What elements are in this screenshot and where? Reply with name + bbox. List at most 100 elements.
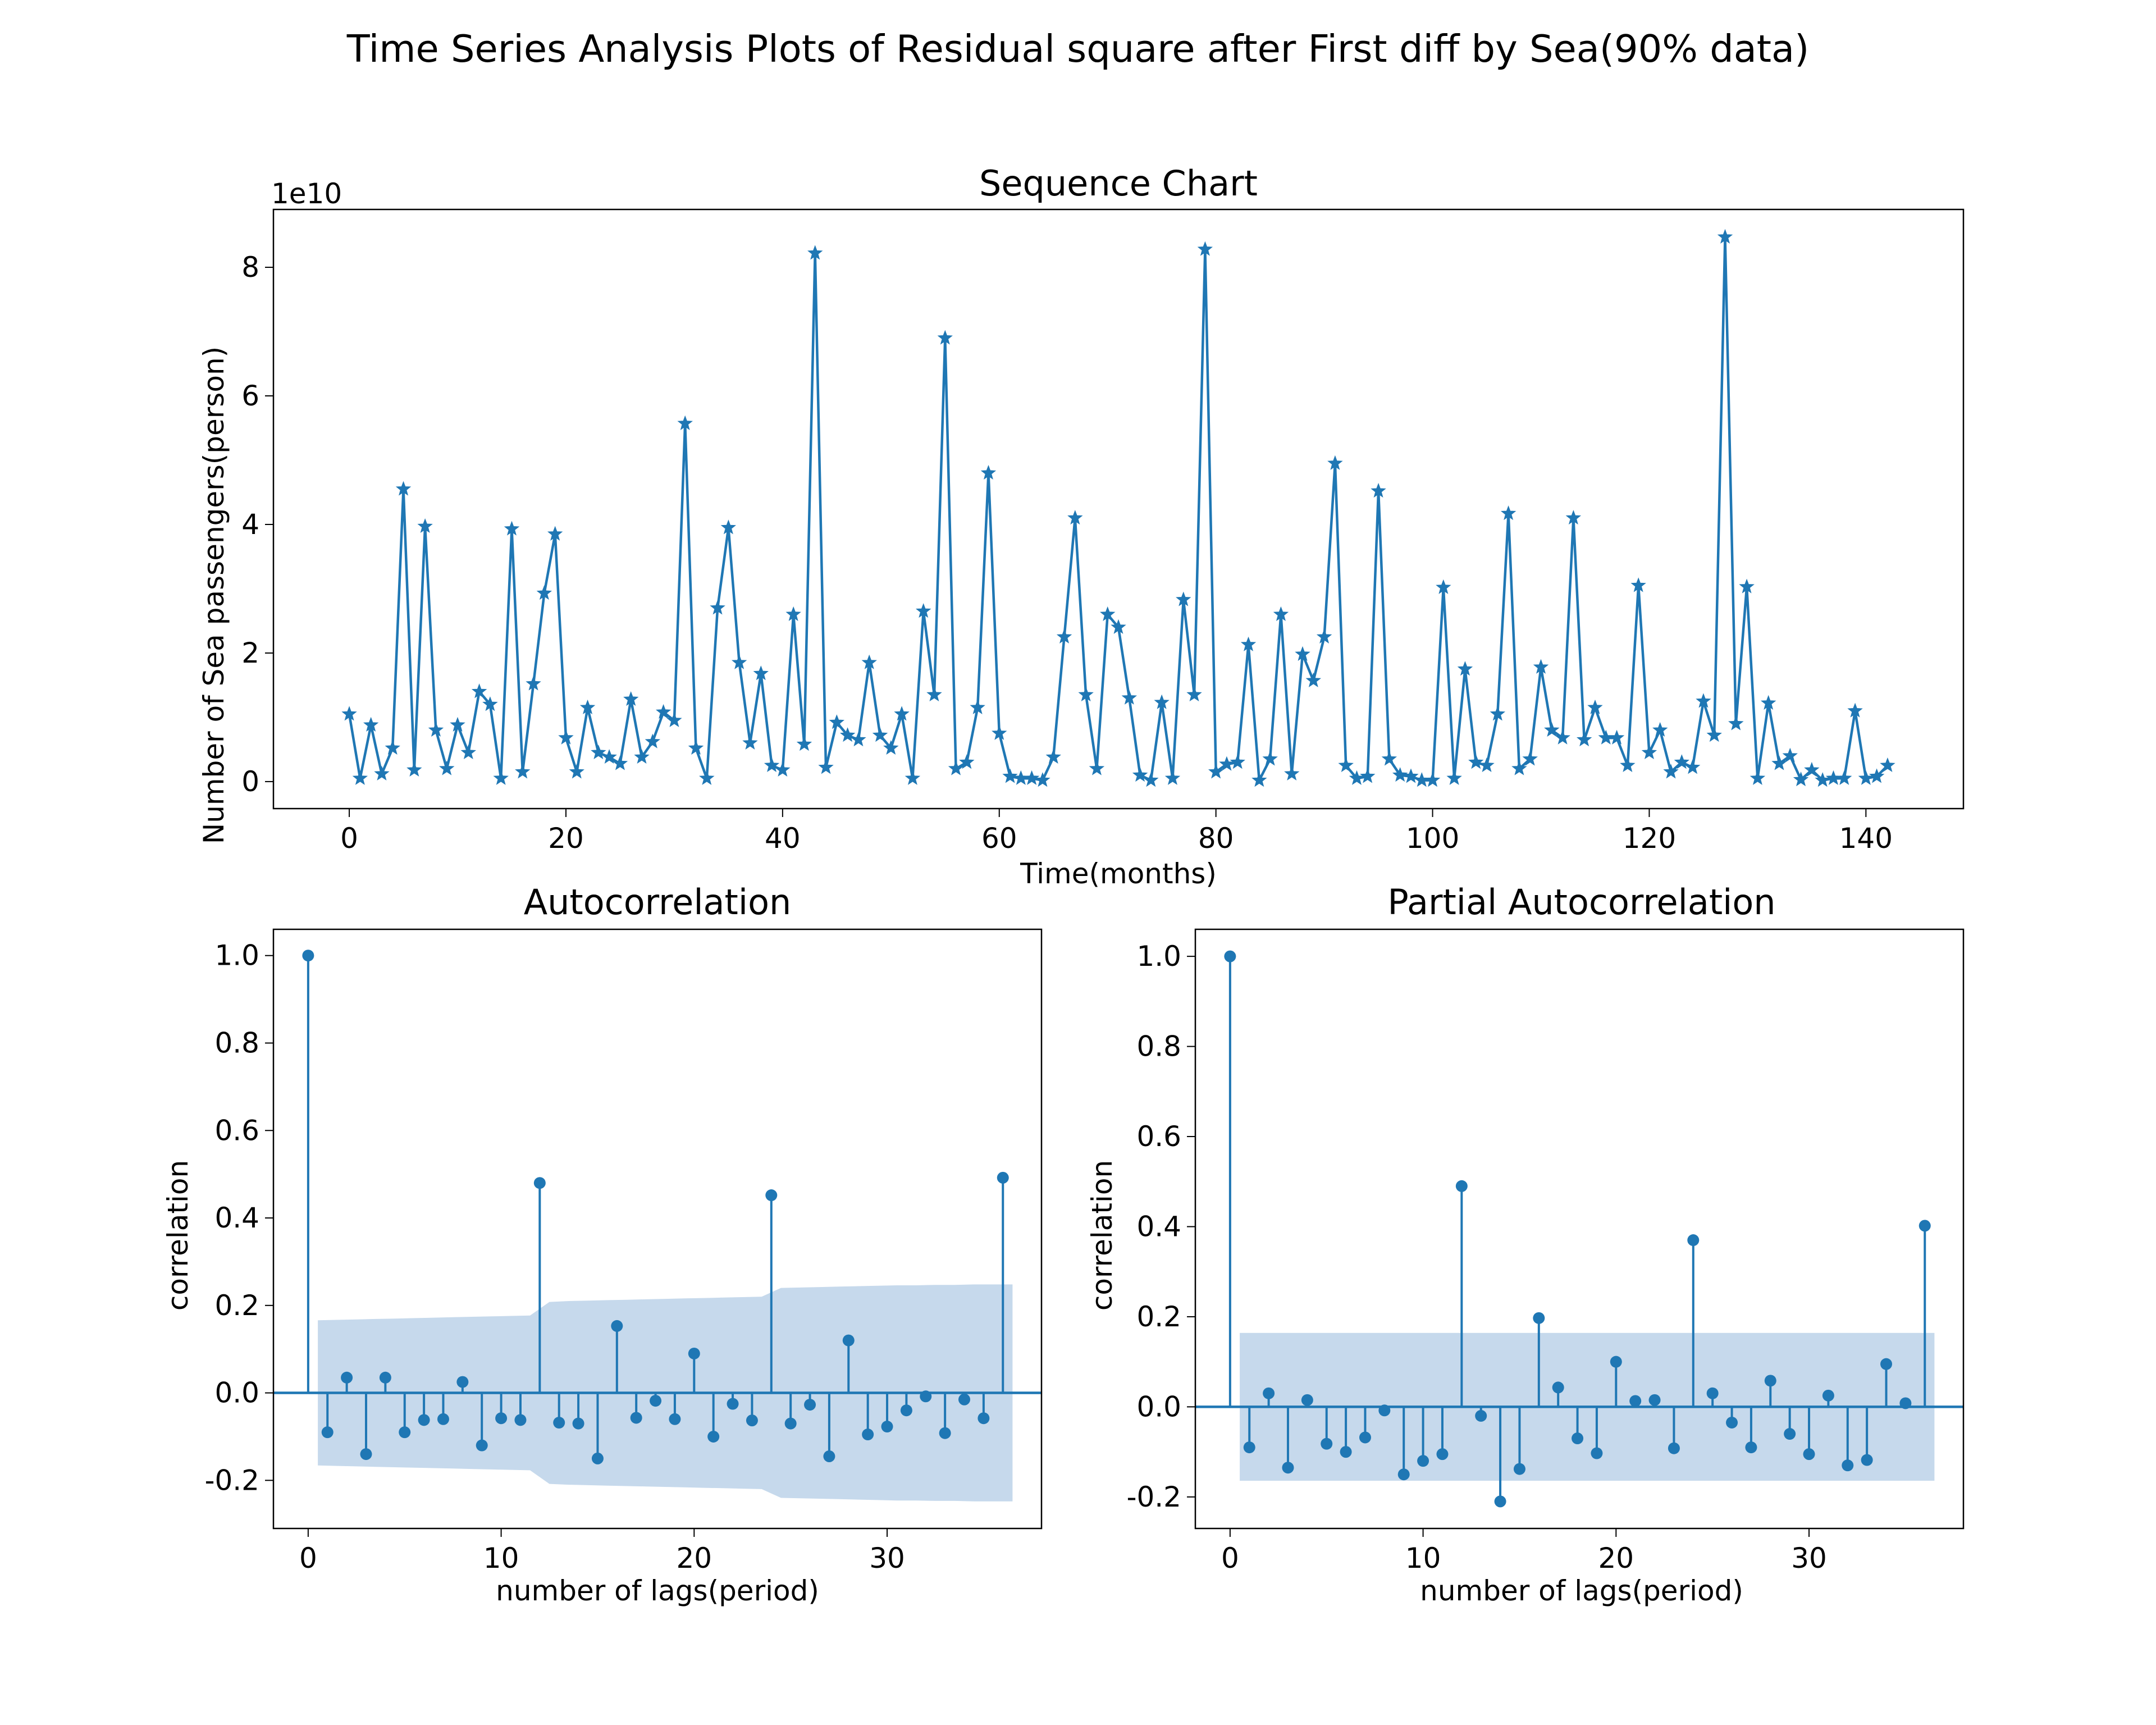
sequence-chart: Sequence Chart 1e10 Time(months) Number … xyxy=(198,163,1965,890)
acf-stem-marker xyxy=(900,1404,912,1417)
seq-point-marker xyxy=(851,732,866,747)
pacf-stem-marker xyxy=(1726,1416,1738,1429)
acf-stem-marker xyxy=(842,1334,855,1347)
seq-point-marker xyxy=(1273,606,1289,621)
acf-ytick-label: 0.8 xyxy=(214,1026,259,1059)
acf-stem-marker xyxy=(939,1427,951,1439)
seq-point-marker xyxy=(363,717,379,732)
seq-point-marker xyxy=(558,729,574,745)
seq-point-marker xyxy=(1154,694,1170,709)
acf-stem-marker xyxy=(977,1412,990,1425)
seq-point-marker xyxy=(742,734,758,750)
seq-point-marker xyxy=(1869,768,1885,783)
pacf-stem-marker xyxy=(1475,1409,1487,1422)
seq-point-marker xyxy=(1208,764,1224,779)
seq-xtick-label: 40 xyxy=(765,822,801,855)
acf-stem-marker xyxy=(302,950,314,962)
seq-point-marker xyxy=(1717,229,1733,244)
seq-point-marker xyxy=(775,761,791,777)
pacf-stem-marker xyxy=(1822,1389,1834,1402)
acf-stem-marker xyxy=(341,1371,353,1384)
seq-xtick-label: 140 xyxy=(1839,822,1893,855)
pacf-stem-marker xyxy=(1842,1459,1854,1472)
acf-stem-marker xyxy=(553,1417,565,1429)
acf-stem-marker xyxy=(476,1439,488,1452)
seq-point-marker xyxy=(1013,770,1029,785)
seq-point-marker xyxy=(807,245,823,260)
seq-point-marker xyxy=(395,481,412,496)
seq-point-marker xyxy=(1858,770,1874,785)
seq-point-marker xyxy=(1837,770,1852,785)
seq-point-marker xyxy=(1403,768,1419,783)
seq-point-marker xyxy=(1706,727,1722,742)
acf-stem-marker xyxy=(669,1413,681,1425)
acf-stem-marker xyxy=(997,1171,1009,1184)
acf-axes-border xyxy=(272,928,1043,1530)
acf-chart-title: Autocorrelation xyxy=(524,882,792,923)
acf-stem-marker xyxy=(591,1452,604,1464)
pacf-stem-marker xyxy=(1764,1375,1776,1387)
acf-stem-marker xyxy=(630,1412,642,1424)
seq-point-marker xyxy=(601,749,617,764)
pacf-stem-marker xyxy=(1899,1397,1912,1409)
seq-point-marker xyxy=(1598,729,1614,745)
seq-point-marker xyxy=(1565,510,1582,525)
seq-point-marker xyxy=(1804,761,1820,777)
acf-stem-marker xyxy=(572,1417,584,1430)
seq-point-marker xyxy=(1533,659,1549,674)
figure-suptitle: Time Series Analysis Plots of Residual s… xyxy=(346,27,1810,71)
seq-point-marker xyxy=(1609,729,1625,745)
seq-point-marker xyxy=(883,740,899,755)
acf-stem-marker xyxy=(746,1414,758,1427)
pacf-chart-title: Partial Autocorrelation xyxy=(1387,882,1775,923)
seq-point-marker xyxy=(829,714,845,729)
seq-ytick-label: 4 xyxy=(241,508,259,541)
seq-point-marker xyxy=(1392,767,1408,782)
pacf-stem-marker xyxy=(1552,1381,1564,1394)
seq-point-marker xyxy=(1143,772,1159,787)
seq-point-marker xyxy=(482,696,498,711)
seq-point-marker xyxy=(1576,732,1592,747)
seq-point-marker xyxy=(591,744,606,760)
pacf-xtick-label: 10 xyxy=(1405,1542,1441,1575)
sequence-chart-title: Sequence Chart xyxy=(979,163,1258,204)
seq-point-marker xyxy=(504,521,520,536)
acf-stem-marker xyxy=(360,1448,372,1461)
seq-point-marker xyxy=(1262,751,1278,766)
seq-point-marker xyxy=(1468,754,1484,769)
acf-stem-marker xyxy=(650,1395,662,1407)
seq-point-marker xyxy=(1555,729,1570,745)
pacf-stem-marker xyxy=(1919,1220,1931,1232)
seq-point-marker xyxy=(1338,757,1354,772)
pacf-stem-marker xyxy=(1629,1395,1642,1407)
acf-xtick-label: 10 xyxy=(483,1542,519,1575)
pacf-stem-marker xyxy=(1706,1387,1719,1399)
acf-ytick-label: 1.0 xyxy=(214,939,259,972)
seq-point-marker xyxy=(450,717,465,732)
acf-stem-marker xyxy=(727,1398,739,1410)
seq-point-marker xyxy=(1197,241,1213,256)
acf-ytick-label: 0.6 xyxy=(214,1114,259,1147)
pacf-stem-marker xyxy=(1591,1447,1603,1459)
seq-point-marker xyxy=(471,683,487,699)
seq-point-marker xyxy=(1045,749,1061,764)
pacf-stem-marker xyxy=(1533,1312,1545,1324)
pacf-stem-marker xyxy=(1803,1448,1815,1461)
acf-xtick-label: 0 xyxy=(299,1542,317,1575)
seq-point-marker xyxy=(861,654,877,669)
seq-axes-border xyxy=(272,208,1965,810)
seq-point-marker xyxy=(677,415,693,430)
seq-point-marker xyxy=(796,736,812,751)
seq-xtick-label: 0 xyxy=(340,822,358,855)
seq-point-marker xyxy=(937,330,953,345)
acf-ytick-label: -0.2 xyxy=(204,1464,259,1496)
seq-point-marker xyxy=(352,770,368,785)
acf-stem-marker xyxy=(418,1414,430,1426)
seq-point-marker xyxy=(385,740,400,755)
seq-point-marker xyxy=(1782,747,1798,763)
seq-ytick-label: 0 xyxy=(241,765,259,798)
pacf-ytick-label: 0.8 xyxy=(1136,1030,1181,1063)
seq-point-marker xyxy=(905,770,921,785)
acf-ytick-label: 0.0 xyxy=(214,1377,259,1409)
